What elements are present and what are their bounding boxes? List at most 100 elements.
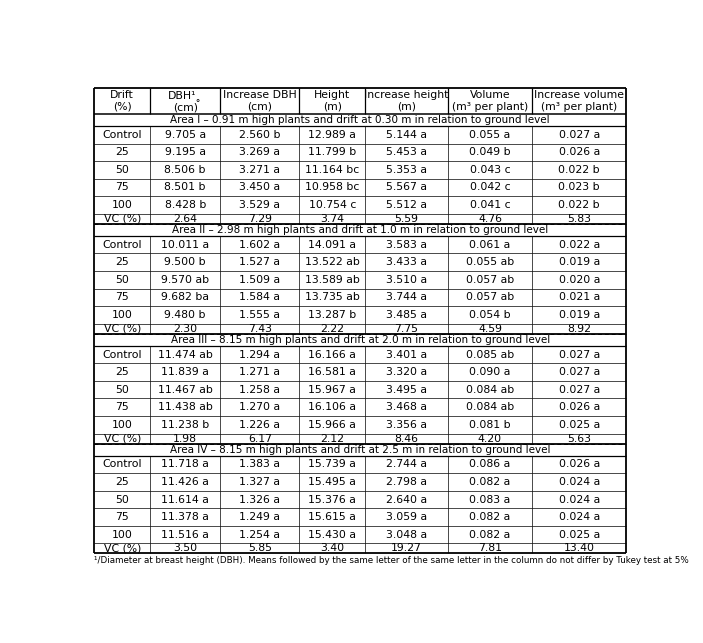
Text: 7.75: 7.75 xyxy=(394,323,418,334)
Text: Area II – 2.98 m high plants and drift at 1.0 m in relation to ground level: Area II – 2.98 m high plants and drift a… xyxy=(172,225,548,235)
Text: 3.356 a: 3.356 a xyxy=(386,420,427,430)
Text: 50: 50 xyxy=(115,165,129,175)
Text: 75: 75 xyxy=(115,183,129,192)
Text: 75: 75 xyxy=(115,293,129,302)
Text: 4.59: 4.59 xyxy=(478,323,502,334)
Text: 1.258 a: 1.258 a xyxy=(240,385,280,395)
Text: Increase height
(m): Increase height (m) xyxy=(364,90,449,112)
Text: 25: 25 xyxy=(115,257,129,267)
Text: 8.428 b: 8.428 b xyxy=(165,200,206,210)
Text: 9.705 a: 9.705 a xyxy=(165,130,206,140)
Text: 100: 100 xyxy=(112,530,133,539)
Text: 5.567 a: 5.567 a xyxy=(386,183,427,192)
Text: 4.76: 4.76 xyxy=(478,213,502,224)
Text: 0.041 c: 0.041 c xyxy=(470,200,510,210)
Text: Volume
(m³ per plant): Volume (m³ per plant) xyxy=(452,90,528,112)
Text: 5.59: 5.59 xyxy=(394,213,418,224)
Text: 0.084 ab: 0.084 ab xyxy=(466,403,514,412)
Text: 0.024 a: 0.024 a xyxy=(559,477,600,487)
Text: 2.22: 2.22 xyxy=(320,323,344,334)
Text: 11.614 a: 11.614 a xyxy=(161,494,209,505)
Text: 0.026 a: 0.026 a xyxy=(559,403,600,412)
Text: 13.735 ab: 13.735 ab xyxy=(305,293,360,302)
Text: 2.12: 2.12 xyxy=(320,433,344,444)
Text: 13.287 b: 13.287 b xyxy=(308,310,356,320)
Text: 5.63: 5.63 xyxy=(567,433,591,444)
Text: 3.059 a: 3.059 a xyxy=(386,512,427,522)
Text: 13.40: 13.40 xyxy=(564,543,595,554)
Text: 25: 25 xyxy=(115,477,129,487)
Text: 0.081 b: 0.081 b xyxy=(469,420,511,430)
Text: 13.589 ab: 13.589 ab xyxy=(305,275,360,285)
Text: 3.450 a: 3.450 a xyxy=(239,183,280,192)
Text: 15.495 a: 15.495 a xyxy=(309,477,356,487)
Text: VC (%): VC (%) xyxy=(103,433,141,444)
Text: 15.615 a: 15.615 a xyxy=(309,512,356,522)
Text: 11.467 ab: 11.467 ab xyxy=(157,385,213,395)
Text: 2.744 a: 2.744 a xyxy=(386,460,427,469)
Text: 5.353 a: 5.353 a xyxy=(386,165,427,175)
Text: 0.027 a: 0.027 a xyxy=(559,385,600,395)
Text: 3.485 a: 3.485 a xyxy=(386,310,427,320)
Text: Control: Control xyxy=(103,130,142,140)
Text: 3.401 a: 3.401 a xyxy=(386,350,427,359)
Text: 0.019 a: 0.019 a xyxy=(559,310,600,320)
Text: 1.555 a: 1.555 a xyxy=(240,310,280,320)
Text: 11.718 a: 11.718 a xyxy=(161,460,209,469)
Text: 100: 100 xyxy=(112,310,133,320)
Text: Area I – 0.91 m high plants and drift at 0.30 m in relation to ground level: Area I – 0.91 m high plants and drift at… xyxy=(170,115,550,125)
Text: 0.022 a: 0.022 a xyxy=(559,240,600,249)
Text: 0.027 a: 0.027 a xyxy=(559,350,600,359)
Text: 6.17: 6.17 xyxy=(248,433,272,444)
Text: 8.46: 8.46 xyxy=(394,433,418,444)
Text: 1.270 a: 1.270 a xyxy=(239,403,280,412)
Text: 16.106 a: 16.106 a xyxy=(308,403,356,412)
Text: 3.529 a: 3.529 a xyxy=(240,200,280,210)
Text: 0.026 a: 0.026 a xyxy=(559,460,600,469)
Text: 0.024 a: 0.024 a xyxy=(559,494,600,505)
Text: 11.426 a: 11.426 a xyxy=(161,477,209,487)
Text: 0.057 ab: 0.057 ab xyxy=(466,293,514,302)
Text: 9.195 a: 9.195 a xyxy=(165,147,206,158)
Text: 0.049 b: 0.049 b xyxy=(469,147,511,158)
Text: 3.495 a: 3.495 a xyxy=(386,385,427,395)
Text: 10.754 c: 10.754 c xyxy=(309,200,356,210)
Text: 11.839 a: 11.839 a xyxy=(161,367,209,377)
Text: 2.640 a: 2.640 a xyxy=(386,494,427,505)
Text: 1.98: 1.98 xyxy=(173,433,198,444)
Text: 11.164 bc: 11.164 bc xyxy=(305,165,359,175)
Text: VC (%): VC (%) xyxy=(103,213,141,224)
Text: 15.430 a: 15.430 a xyxy=(308,530,356,539)
Text: 0.043 c: 0.043 c xyxy=(470,165,510,175)
Text: 8.92: 8.92 xyxy=(567,323,591,334)
Text: 3.510 a: 3.510 a xyxy=(386,275,427,285)
Text: 5.512 a: 5.512 a xyxy=(386,200,427,210)
Text: VC (%): VC (%) xyxy=(103,543,141,554)
Text: 0.022 b: 0.022 b xyxy=(558,200,600,210)
Text: 3.50: 3.50 xyxy=(173,543,198,554)
Text: 25: 25 xyxy=(115,147,129,158)
Text: 19.27: 19.27 xyxy=(391,543,422,554)
Text: 1.527 a: 1.527 a xyxy=(240,257,280,267)
Text: ¹/Diameter at breast height (DBH). Means followed by the same letter of the same: ¹/Diameter at breast height (DBH). Means… xyxy=(94,556,689,565)
Text: 10.958 bc: 10.958 bc xyxy=(305,183,359,192)
Text: 3.468 a: 3.468 a xyxy=(386,403,427,412)
Text: 7.81: 7.81 xyxy=(478,543,502,554)
Text: 0.026 a: 0.026 a xyxy=(559,147,600,158)
Text: 1.584 a: 1.584 a xyxy=(240,293,280,302)
Text: 1.509 a: 1.509 a xyxy=(239,275,280,285)
Text: 0.082 a: 0.082 a xyxy=(470,530,510,539)
Text: 0.057 ab: 0.057 ab xyxy=(466,275,514,285)
Text: 15.376 a: 15.376 a xyxy=(309,494,356,505)
Text: 1.249 a: 1.249 a xyxy=(240,512,280,522)
Text: 4.20: 4.20 xyxy=(478,433,502,444)
Text: 9.570 ab: 9.570 ab xyxy=(161,275,209,285)
Text: Height
(m): Height (m) xyxy=(314,90,350,112)
Text: 5.453 a: 5.453 a xyxy=(386,147,427,158)
Text: 0.021 a: 0.021 a xyxy=(559,293,600,302)
Text: 11.516 a: 11.516 a xyxy=(161,530,209,539)
Text: 1.294 a: 1.294 a xyxy=(240,350,280,359)
Text: 11.799 b: 11.799 b xyxy=(308,147,356,158)
Text: 2.798 a: 2.798 a xyxy=(386,477,427,487)
Text: 0.082 a: 0.082 a xyxy=(470,477,510,487)
